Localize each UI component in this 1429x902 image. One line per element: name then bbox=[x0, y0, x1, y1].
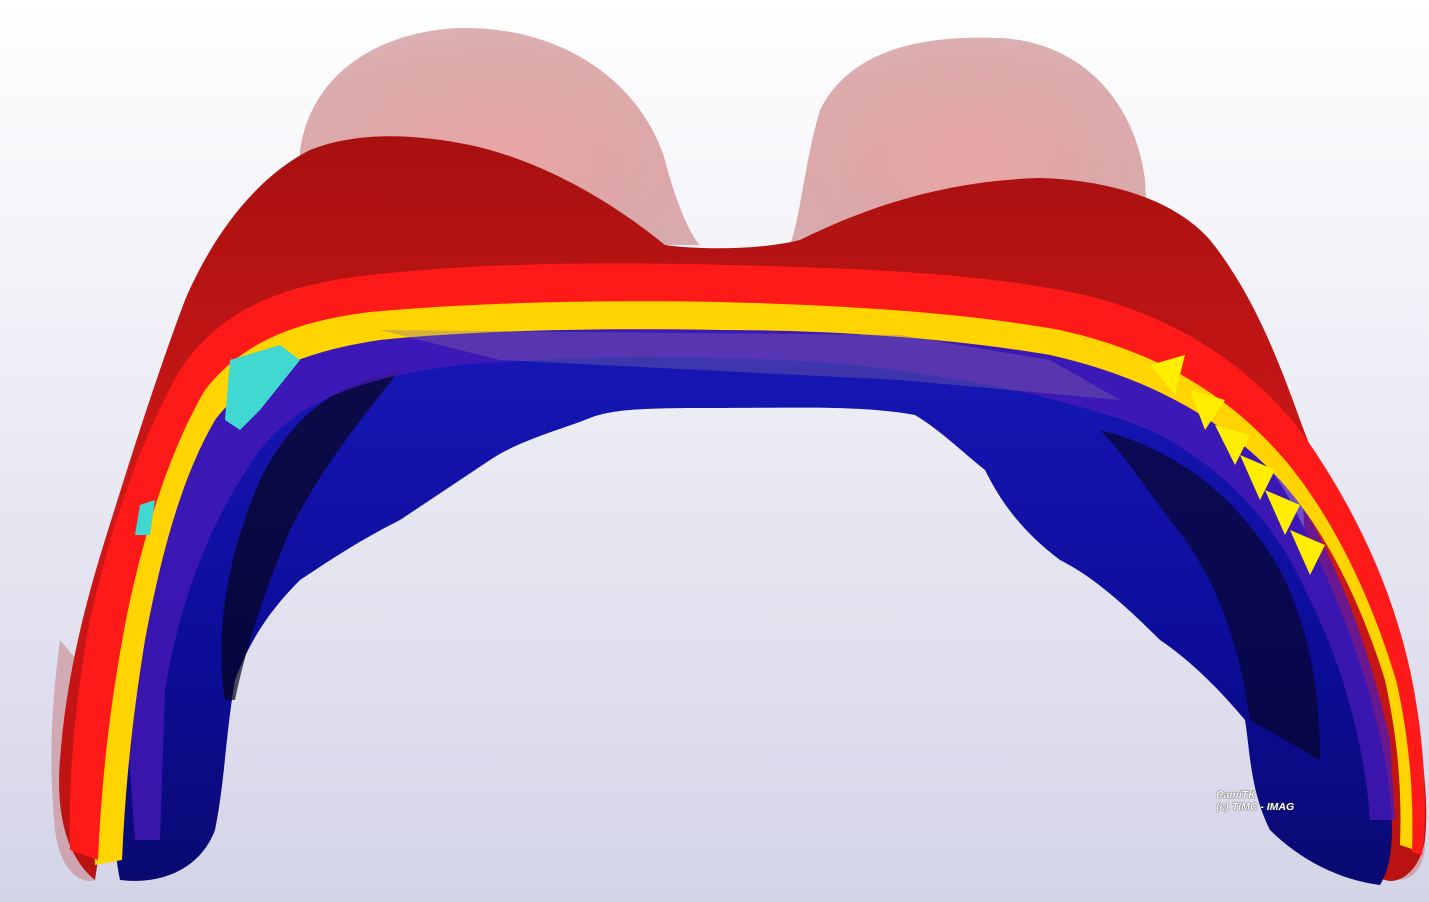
yellow-serration-right bbox=[1150, 355, 1325, 575]
cyan-highlight-side bbox=[135, 500, 155, 535]
inner-shadow-band bbox=[221, 370, 400, 700]
watermark-line-1: CamiTK bbox=[1216, 789, 1256, 801]
inner-blue-surface bbox=[112, 321, 1392, 886]
watermark-line-2: (c) TIMC - IMAG bbox=[1216, 801, 1295, 813]
inner-shadow-band-right bbox=[1100, 430, 1320, 760]
watermark: CamiTK (c) TIMC - IMAG bbox=[1216, 789, 1294, 813]
cyan-highlight-top bbox=[225, 345, 300, 430]
translucent-glaze-band bbox=[380, 330, 1120, 400]
